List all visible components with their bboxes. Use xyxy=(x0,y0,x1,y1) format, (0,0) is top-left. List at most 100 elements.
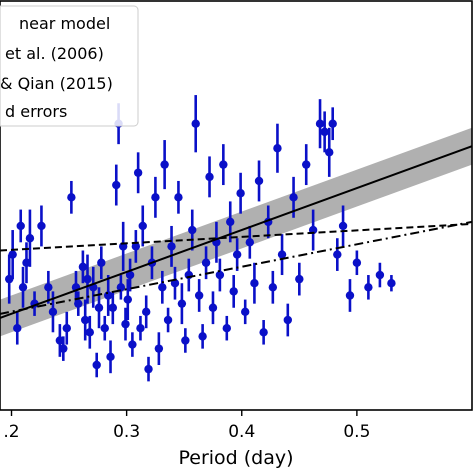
data-point-26 xyxy=(100,324,109,333)
data-point-39 xyxy=(133,168,143,177)
data-point-1 xyxy=(5,274,14,284)
data-point-93 xyxy=(364,283,373,292)
data-point-32 xyxy=(116,283,126,292)
data-point-53 xyxy=(177,299,187,308)
data-point-35 xyxy=(123,295,132,304)
data-point-9 xyxy=(37,221,46,231)
legend-entry-3: & Qian (2015) xyxy=(0,74,113,93)
data-point-61 xyxy=(205,172,214,182)
data-point-54 xyxy=(181,336,190,345)
data-point-77 xyxy=(268,283,278,292)
data-point-43 xyxy=(144,364,153,374)
dashed-model-line xyxy=(0,222,473,252)
data-point-66 xyxy=(222,324,231,333)
data-point-68 xyxy=(229,287,238,296)
data-point-15 xyxy=(67,193,76,202)
data-point-83 xyxy=(302,160,311,169)
data-point-71 xyxy=(241,307,250,317)
x-tick-label-2: 0.3 xyxy=(113,422,140,442)
data-point-37 xyxy=(128,340,137,349)
data-point-23 xyxy=(92,360,101,370)
data-point-85 xyxy=(315,119,325,128)
plot-frame xyxy=(0,0,473,411)
data-point-11 xyxy=(48,307,58,317)
data-point-27 xyxy=(104,291,113,300)
data-point-95 xyxy=(387,279,396,288)
data-point-78 xyxy=(273,144,282,153)
data-point-18 xyxy=(78,262,88,272)
data-point-19 xyxy=(80,315,90,325)
data-point-87 xyxy=(325,148,334,157)
data-point-14 xyxy=(62,324,71,333)
linear-fit-line xyxy=(0,145,473,319)
data-point-70 xyxy=(236,189,245,198)
data-point-7 xyxy=(25,234,35,243)
legend-box xyxy=(0,5,139,127)
data-point-88 xyxy=(328,119,337,128)
x-axis-ticks: .2 0.3 0.4 0.5 xyxy=(3,410,370,442)
data-point-47 xyxy=(158,283,167,292)
data-point-12 xyxy=(55,336,65,345)
data-point-94 xyxy=(375,270,385,280)
data-point-81 xyxy=(289,193,298,202)
data-point-72 xyxy=(245,238,255,247)
data-point-92 xyxy=(352,258,362,267)
data-point-56 xyxy=(188,225,197,235)
data-point-36 xyxy=(125,270,135,280)
data-point-13 xyxy=(59,344,68,353)
data-point-73 xyxy=(250,279,259,288)
data-point-40 xyxy=(136,324,145,333)
x-axis-label: Period (day) xyxy=(178,447,293,469)
data-point-74 xyxy=(254,176,264,186)
data-point-30 xyxy=(112,180,121,190)
data-point-50 xyxy=(167,242,176,251)
data-point-10 xyxy=(44,283,53,292)
data-point-24 xyxy=(94,303,104,312)
data-point-41 xyxy=(138,221,147,231)
plot-area xyxy=(0,95,473,382)
data-point-89 xyxy=(333,250,342,259)
data-point-82 xyxy=(295,274,304,284)
x-tick-label-1: .2 xyxy=(3,422,19,442)
legend-entry-4: d errors xyxy=(5,102,67,121)
data-point-59 xyxy=(198,332,207,341)
data-point-42 xyxy=(142,307,151,317)
data-point-80 xyxy=(283,315,293,325)
data-point-90 xyxy=(338,221,348,231)
data-point-57 xyxy=(191,119,200,128)
data-point-52 xyxy=(174,193,183,202)
data-point-75 xyxy=(259,328,268,337)
data-point-20 xyxy=(83,274,92,284)
data-point-64 xyxy=(215,270,225,280)
data-point-86 xyxy=(320,127,329,137)
data-point-5 xyxy=(18,283,28,292)
data-point-69 xyxy=(232,250,242,259)
data-point-6 xyxy=(22,258,31,267)
dashdot-model-line xyxy=(0,220,473,315)
data-point-58 xyxy=(194,291,204,300)
legend-entry-1: near model xyxy=(19,14,110,33)
data-point-91 xyxy=(345,291,355,300)
data-point-17 xyxy=(74,299,83,308)
data-point-62 xyxy=(208,303,218,312)
data-point-21 xyxy=(85,328,94,337)
x-tick-label-3: 0.4 xyxy=(228,422,255,442)
legend-entry-2: et al. (2006) xyxy=(5,44,104,63)
data-point-65 xyxy=(219,160,228,169)
data-point-28 xyxy=(106,352,115,362)
data-point-46 xyxy=(154,344,164,353)
data-point-79 xyxy=(277,250,287,259)
data-point-25 xyxy=(97,258,106,267)
data-point-49 xyxy=(163,315,173,325)
data-point-29 xyxy=(108,303,118,312)
data-point-38 xyxy=(131,242,141,251)
data-point-34 xyxy=(121,319,130,329)
data-point-45 xyxy=(151,193,160,202)
data-point-60 xyxy=(201,258,211,267)
x-tick-label-4: 0.5 xyxy=(343,422,370,442)
data-point-3 xyxy=(13,324,22,333)
data-point-67 xyxy=(226,217,235,227)
legend: near model et al. (2006) & Qian (2015) d… xyxy=(0,5,139,127)
data-point-4 xyxy=(16,221,25,231)
